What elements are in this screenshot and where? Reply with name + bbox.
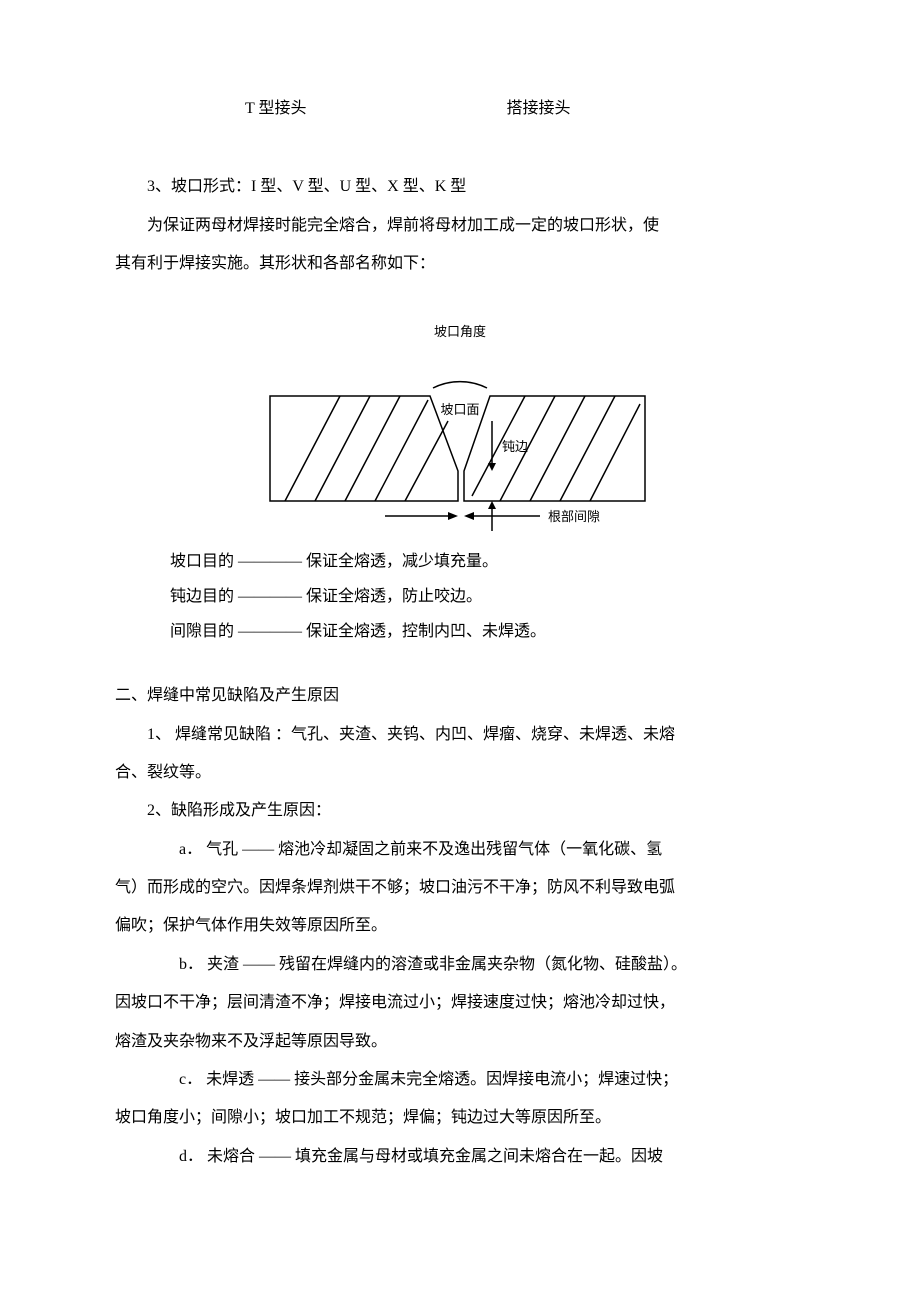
cause-c-line1: c． 未焊透 —— 接头部分金属未完全熔透。因焊接电流小；焊速过快；: [115, 1061, 805, 1099]
cause-b-line2: 因坡口不干净；层间清渣不净；焊接电流过小；焊接速度过快；熔池冷却过快，: [115, 984, 805, 1022]
purpose-gap: 间隙目的 ———— 保证全熔透，控制内凹、未焊透。: [170, 614, 805, 649]
joint-label-t: T 型接头: [245, 90, 307, 128]
label-face: 坡口面: [440, 402, 479, 417]
defect-causes-heading: 2、缺陷形成及产生原因：: [115, 792, 805, 830]
defects-list-line1: 1、 焊缝常见缺陷 ：气孔、夹渣、夹钨、内凹、焊瘤、烧穿、未焊透、未熔: [115, 716, 805, 754]
label-angle: 坡口角度: [434, 324, 486, 339]
groove-desc-line2: 其有利于焊接实施。其形状和各部名称如下：: [115, 245, 805, 283]
defects-list-line2: 合、裂纹等。: [115, 754, 805, 792]
cause-a-line1: a． 气孔 —— 熔池冷却凝固之前来不及逸出残留气体（一氧化碳、氢: [115, 831, 805, 869]
purpose-groove: 坡口目的 ———— 保证全熔透，减少填充量。: [170, 544, 805, 579]
cause-a-line3: 偏吹；保护气体作用失效等原因所至。: [115, 907, 805, 945]
label-root-gap: 根部间隙: [548, 509, 600, 524]
label-root-face: 钝边: [502, 439, 528, 454]
joint-label-lap: 搭接接头: [507, 90, 571, 128]
section2-title: 二、焊缝中常见缺陷及产生原因: [115, 677, 805, 715]
cause-b-line3: 熔渣及夹杂物来不及浮起等原因导致。: [115, 1023, 805, 1061]
groove-svg: 坡口角度 坡口面 钝边 根部间隙: [240, 306, 680, 536]
cause-b-line1: b． 夹渣 —— 残留在焊缝内的溶渣或非金属夹杂物（氮化物、硅酸盐）。: [115, 946, 805, 984]
cause-d-line1: d． 未熔合 —— 填充金属与母材或填充金属之间未熔合在一起。因坡: [115, 1138, 805, 1176]
groove-heading: 3、坡口形式：I 型、V 型、U 型、X 型、K 型: [115, 168, 805, 206]
joint-labels-row: T 型接头 搭接接头: [115, 90, 805, 128]
groove-desc-line1: 为保证两母材焊接时能完全熔合，焊前将母材加工成一定的坡口形状，使: [115, 207, 805, 245]
purpose-rootface: 钝边目的 ———— 保证全熔透，防止咬边。: [170, 579, 805, 614]
cause-c-line2: 坡口角度小；间隙小；坡口加工不规范；焊偏；钝边过大等原因所至。: [115, 1099, 805, 1137]
cause-a-line2: 气）而形成的空穴。因焊条焊剂烘干不够；坡口油污不干净；防风不利导致电弧: [115, 869, 805, 907]
purpose-block: 坡口目的 ———— 保证全熔透，减少填充量。 钝边目的 ———— 保证全熔透，防…: [170, 544, 805, 650]
groove-diagram: 坡口角度 坡口面 钝边 根部间隙: [115, 306, 805, 536]
